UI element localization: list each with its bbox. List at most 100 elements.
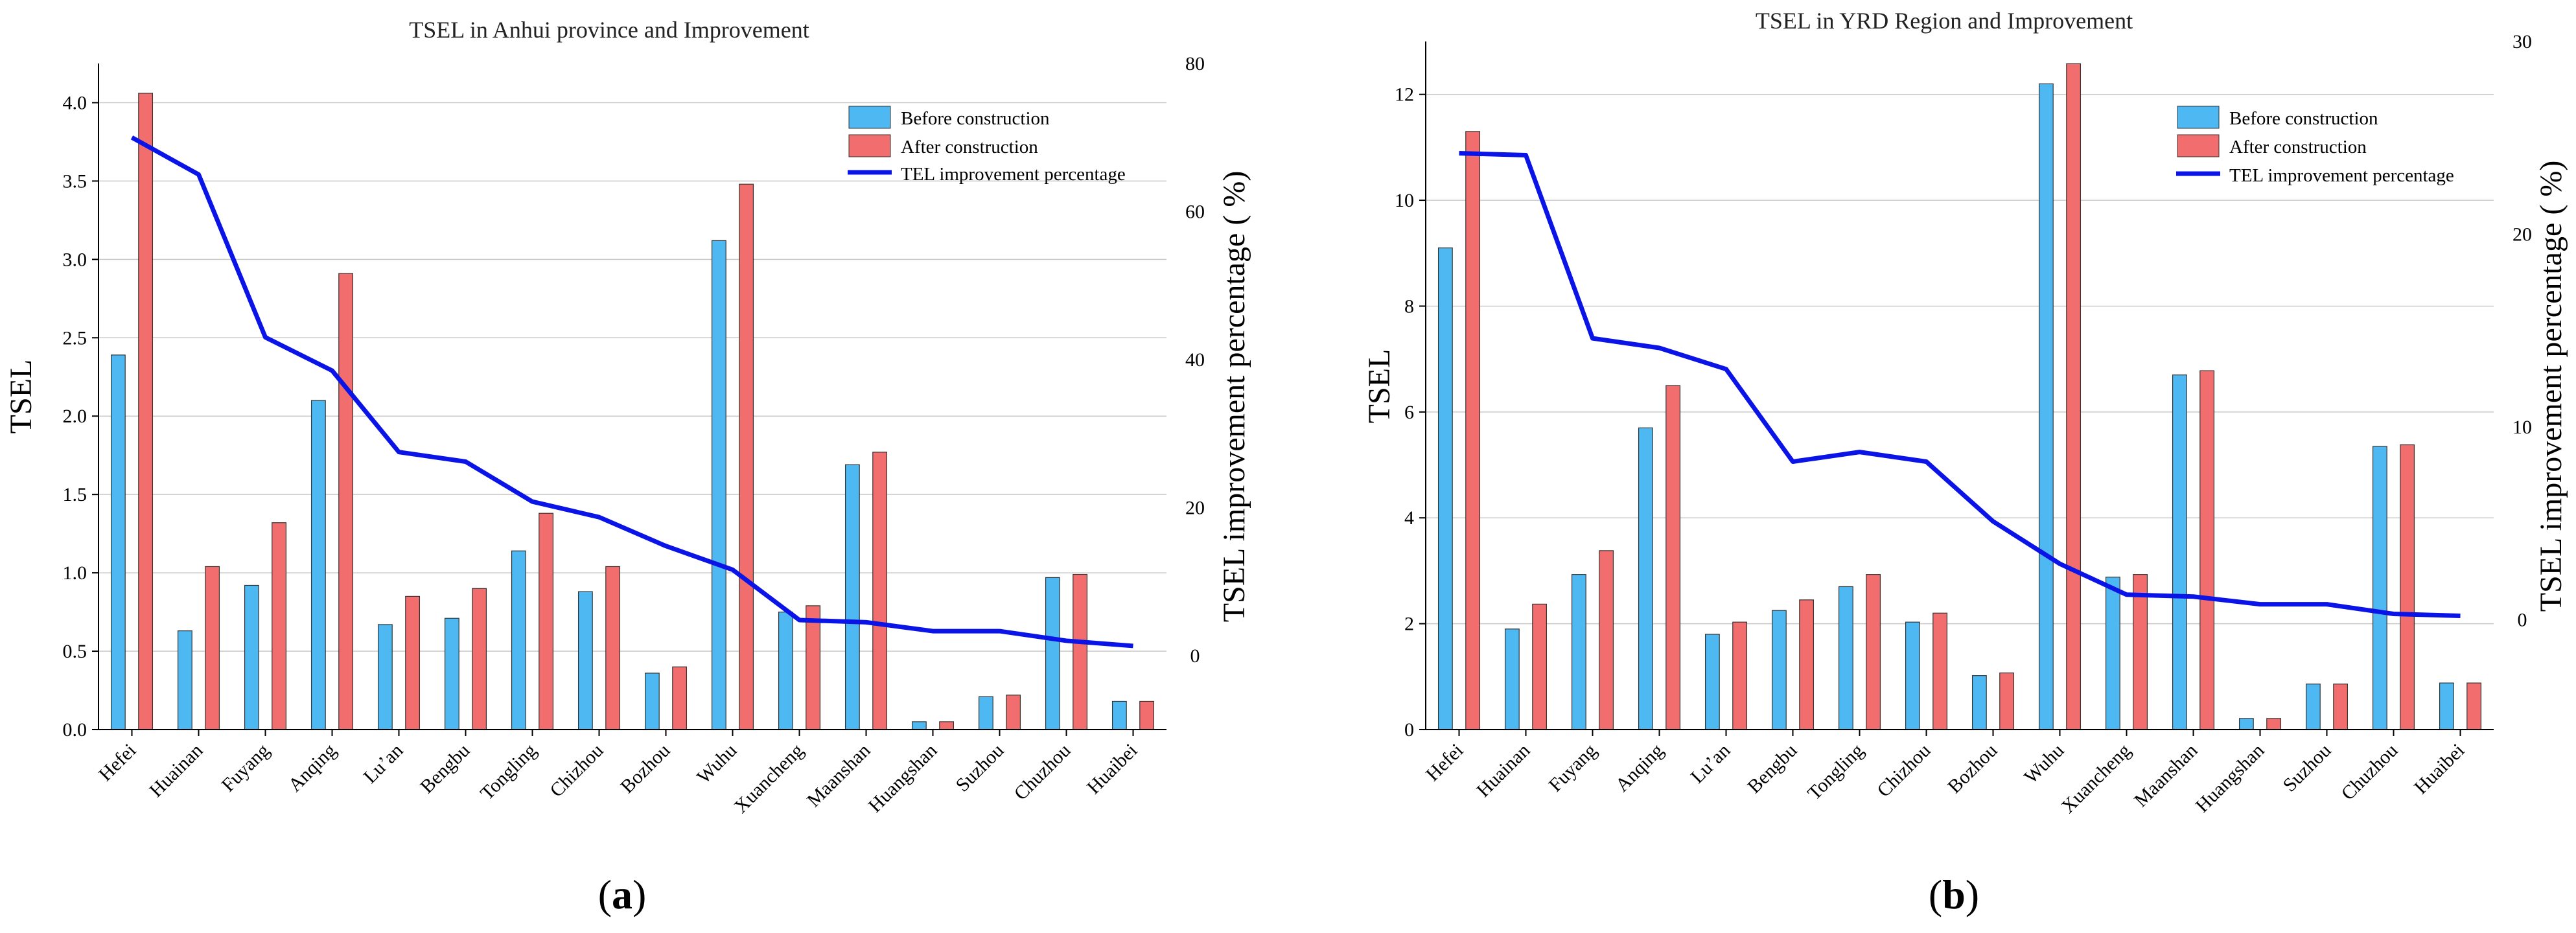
x-tick-label: Lu’an bbox=[1686, 740, 1734, 788]
x-tick-label: Hefei bbox=[95, 740, 140, 785]
x-tick-label: Maanshan bbox=[803, 740, 875, 812]
bar-after-xuancheng bbox=[806, 605, 821, 730]
y2-axis-label: TSEL improvement percentage ( %) bbox=[1217, 171, 1251, 623]
legend-swatch-before bbox=[848, 106, 891, 129]
bar-after-wuhu bbox=[2066, 63, 2082, 730]
bar-before-anqing bbox=[1638, 427, 1653, 730]
x-tick-label: Chuzhou bbox=[1010, 740, 1075, 805]
y-tick-label: 2 bbox=[1404, 614, 1414, 635]
y-tick-label: 4.0 bbox=[63, 92, 87, 113]
y-ticks-right: 0 20 40 60 80 bbox=[1185, 53, 1205, 667]
bar-before-chizhou bbox=[1905, 621, 1920, 730]
y2-tick-label: 20 bbox=[1185, 497, 1205, 518]
x-tick-label: Huaibei bbox=[2410, 740, 2468, 798]
legend-label-after: After construction bbox=[901, 137, 1038, 157]
bars bbox=[110, 93, 1155, 730]
bar-before-bozhou bbox=[1971, 675, 1987, 730]
y2-tick-label: 20 bbox=[2512, 224, 2532, 245]
bar-before-wuhu bbox=[711, 240, 726, 730]
x-tick-labels: Hefei Huainan Fuyang Anqing Lu’an Bengbu Tongl… bbox=[95, 730, 1141, 818]
y-axis-label: TSEL bbox=[1362, 349, 1397, 424]
x-tick-label: Bengbu bbox=[416, 740, 474, 798]
legend-swatch-before bbox=[2177, 106, 2220, 129]
bar-after-bengbu bbox=[472, 588, 487, 730]
bar-after-chuzhou bbox=[1073, 573, 1088, 730]
legend-swatch-after bbox=[2177, 134, 2220, 157]
legend-label-before: Before construction bbox=[901, 108, 1050, 129]
y-tick-label: 0 bbox=[1404, 719, 1414, 741]
improvement-line-group bbox=[130, 135, 1133, 649]
bar-before-bengbu bbox=[444, 617, 459, 730]
bar-after-huaibei bbox=[2466, 682, 2482, 730]
y2-tick-label: 0 bbox=[1190, 645, 1200, 667]
legend: Before construction After construction T… bbox=[2176, 106, 2454, 186]
bar-after-fuyang bbox=[272, 522, 287, 730]
x-tick-label: Suzhou bbox=[2279, 740, 2335, 796]
bar-after-fuyang bbox=[1599, 550, 1614, 730]
bar-after-chizhou bbox=[1932, 612, 1948, 730]
bar-before-suzhou bbox=[2305, 684, 2321, 730]
y2-tick-label: 0 bbox=[2518, 609, 2527, 630]
x-tick-label: Maanshan bbox=[2130, 740, 2202, 812]
x-tick-label: Hefei bbox=[1422, 740, 1467, 785]
y-tick-label: 3.5 bbox=[63, 170, 87, 192]
bar-before-hefei bbox=[1437, 248, 1453, 730]
x-tick-label: Xuancheng bbox=[2058, 740, 2135, 818]
x-tick-label: Chuzhou bbox=[2338, 740, 2402, 805]
bar-after-huangshan bbox=[939, 721, 955, 730]
y-tick-label: 4 bbox=[1404, 507, 1414, 529]
y-tick-label: 3.0 bbox=[63, 249, 87, 270]
bar-after-huaibei bbox=[1139, 700, 1155, 730]
bar-before-huaibei bbox=[1111, 700, 1127, 730]
bar-after-huangshan bbox=[2266, 718, 2282, 730]
x-tick-label: Wuhu bbox=[2020, 740, 2068, 788]
y2-axis-label: TSEL improvement percentage ( %) bbox=[2534, 161, 2568, 612]
bar-after-anqing bbox=[1665, 385, 1681, 730]
bar-after-tongling bbox=[539, 513, 554, 730]
y2-tick-label: 40 bbox=[1185, 349, 1205, 371]
bar-after-maanshan bbox=[872, 452, 888, 730]
bar-before-huangshan bbox=[911, 721, 927, 730]
x-tick-label: Bozhou bbox=[1944, 740, 2001, 798]
bar-after-hefei bbox=[138, 93, 154, 730]
bar-after-bozhou bbox=[1999, 672, 2015, 730]
chart-panel-b: TSEL in YRD Region and Improvement 0 2 4 6 8… bbox=[1362, 8, 2568, 917]
y2-tick-label: 10 bbox=[2512, 417, 2532, 438]
x-tick-label: Suzhou bbox=[951, 740, 1008, 796]
y-ticks-right: 0 10 20 30 bbox=[2512, 31, 2532, 630]
legend: Before construction After construction T… bbox=[848, 106, 1126, 185]
bar-before-fuyang bbox=[1571, 574, 1586, 730]
panel-label-open: ( bbox=[598, 871, 612, 917]
x-tick-label: Lu’an bbox=[359, 740, 407, 788]
legend-swatch-after bbox=[848, 134, 891, 157]
panel-label-close: ) bbox=[632, 871, 646, 917]
y-tick-label: 1.0 bbox=[63, 562, 87, 584]
x-tick-label: Fuyang bbox=[1544, 740, 1601, 796]
bar-before-chizhou bbox=[577, 591, 593, 730]
bar-after-anqing bbox=[338, 273, 354, 730]
improvement-line-group bbox=[1459, 151, 2461, 618]
y-tick-label: 10 bbox=[1395, 190, 1414, 211]
bar-after-luan bbox=[1732, 621, 1748, 730]
legend-label-after: After construction bbox=[2229, 137, 2367, 157]
bar-before-luan bbox=[1704, 634, 1720, 730]
bar-before-suzhou bbox=[978, 696, 993, 730]
x-tick-label: Xuancheng bbox=[730, 740, 808, 818]
bar-after-chuzhou bbox=[2400, 444, 2415, 730]
y2-tick-label: 30 bbox=[2512, 31, 2532, 52]
bar-before-luan bbox=[377, 624, 393, 730]
y-tick-label: 0.5 bbox=[63, 641, 87, 662]
bar-after-xuancheng bbox=[2133, 574, 2148, 730]
bar-after-huainan bbox=[205, 566, 220, 730]
chart-title: TSEL in YRD Region and Improvement bbox=[1756, 8, 2133, 34]
y2-tick-label: 60 bbox=[1185, 201, 1205, 222]
y-tick-label: 6 bbox=[1404, 402, 1414, 423]
bar-after-chizhou bbox=[605, 566, 621, 730]
chart-panel-a: TSEL in Anhui province and Improvement 0… bbox=[4, 17, 1251, 917]
y2-tick-label: 80 bbox=[1185, 53, 1205, 75]
y-tick-label: 2.0 bbox=[63, 406, 87, 427]
bars bbox=[1437, 63, 2482, 730]
x-tick-label: Bengbu bbox=[1743, 740, 1801, 798]
bar-after-suzhou bbox=[1006, 695, 1021, 730]
bar-before-huainan bbox=[177, 630, 192, 730]
